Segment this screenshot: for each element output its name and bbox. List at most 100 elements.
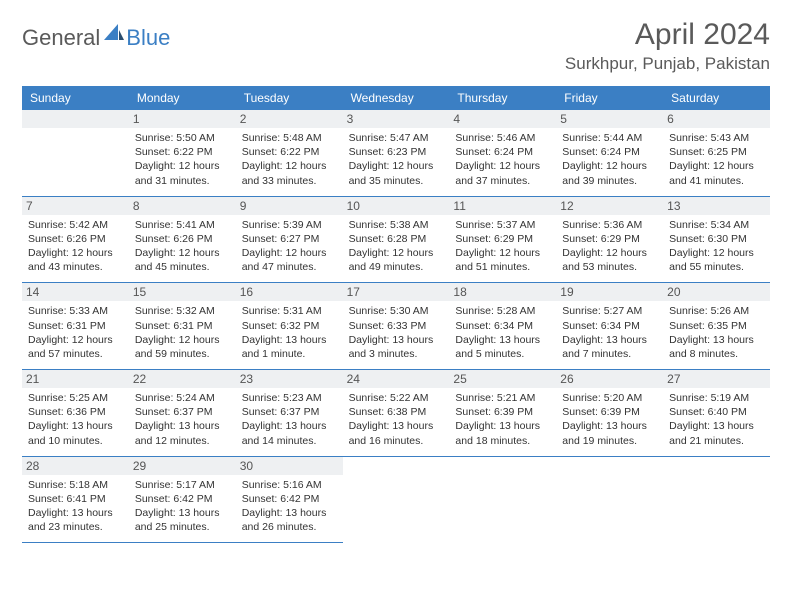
- day-number: 1: [129, 110, 236, 128]
- day-info: Sunrise: 5:19 AMSunset: 6:40 PMDaylight:…: [669, 391, 764, 448]
- calendar-cell: 24 Sunrise: 5:22 AMSunset: 6:38 PMDayligh…: [343, 370, 450, 457]
- day-info: Sunrise: 5:16 AMSunset: 6:42 PMDaylight:…: [242, 478, 337, 535]
- day-info: Sunrise: 5:28 AMSunset: 6:34 PMDaylight:…: [455, 304, 550, 361]
- day-info: Sunrise: 5:33 AMSunset: 6:31 PMDaylight:…: [28, 304, 123, 361]
- day-info: Sunrise: 5:34 AMSunset: 6:30 PMDaylight:…: [669, 218, 764, 275]
- calendar-cell: 28 Sunrise: 5:18 AMSunset: 6:41 PMDayligh…: [22, 457, 129, 544]
- day-number: 6: [663, 110, 770, 128]
- day-info: Sunrise: 5:37 AMSunset: 6:29 PMDaylight:…: [455, 218, 550, 275]
- day-number: 22: [129, 370, 236, 388]
- day-info: Sunrise: 5:20 AMSunset: 6:39 PMDaylight:…: [562, 391, 657, 448]
- day-number: 17: [343, 283, 450, 301]
- day-number: 19: [556, 283, 663, 301]
- day-info: Sunrise: 5:25 AMSunset: 6:36 PMDaylight:…: [28, 391, 123, 448]
- calendar-cell: [449, 457, 556, 544]
- day-number: 10: [343, 197, 450, 215]
- calendar-cell: 3 Sunrise: 5:47 AMSunset: 6:23 PMDaylight…: [343, 110, 450, 197]
- calendar-cell: 15 Sunrise: 5:32 AMSunset: 6:31 PMDayligh…: [129, 283, 236, 370]
- day-number: 8: [129, 197, 236, 215]
- day-info: Sunrise: 5:22 AMSunset: 6:38 PMDaylight:…: [349, 391, 444, 448]
- day-info: Sunrise: 5:18 AMSunset: 6:41 PMDaylight:…: [28, 478, 123, 535]
- day-number: 3: [343, 110, 450, 128]
- day-info: Sunrise: 5:23 AMSunset: 6:37 PMDaylight:…: [242, 391, 337, 448]
- header: General Blue April 2024 Surkhpur, Punjab…: [22, 18, 770, 74]
- day-info: Sunrise: 5:31 AMSunset: 6:32 PMDaylight:…: [242, 304, 337, 361]
- calendar-cell: 11Sunrise: 5:37 AMSunset: 6:29 PMDayligh…: [449, 197, 556, 284]
- title-block: April 2024 Surkhpur, Punjab, Pakistan: [565, 18, 770, 74]
- day-info: Sunrise: 5:30 AMSunset: 6:33 PMDaylight:…: [349, 304, 444, 361]
- location-label: Surkhpur, Punjab, Pakistan: [565, 54, 770, 74]
- calendar-cell: 25 Sunrise: 5:21 AMSunset: 6:39 PMDayligh…: [449, 370, 556, 457]
- day-number: 20: [663, 283, 770, 301]
- weekday-heading: Thursday: [449, 86, 556, 110]
- day-number-empty: [22, 110, 129, 128]
- weekday-heading: Wednesday: [343, 86, 450, 110]
- calendar-cell: 16 Sunrise: 5:31 AMSunset: 6:32 PMDayligh…: [236, 283, 343, 370]
- day-number: 18: [449, 283, 556, 301]
- day-info: Sunrise: 5:50 AMSunset: 6:22 PMDaylight:…: [135, 131, 230, 188]
- calendar-cell: 17 Sunrise: 5:30 AMSunset: 6:33 PMDayligh…: [343, 283, 450, 370]
- day-number: 28: [22, 457, 129, 475]
- weekday-heading: Friday: [556, 86, 663, 110]
- calendar-cell: 14 Sunrise: 5:33 AMSunset: 6:31 PMDayligh…: [22, 283, 129, 370]
- calendar-cell: 12 Sunrise: 5:36 AMSunset: 6:29 PMDayligh…: [556, 197, 663, 284]
- calendar-cell: 6 Sunrise: 5:43 AMSunset: 6:25 PMDaylight…: [663, 110, 770, 197]
- day-number: 7: [22, 197, 129, 215]
- calendar-cell: 19 Sunrise: 5:27 AMSunset: 6:34 PMDayligh…: [556, 283, 663, 370]
- calendar-header-row: Sunday Monday Tuesday Wednesday Thursday…: [22, 86, 770, 110]
- day-info: Sunrise: 5:39 AMSunset: 6:27 PMDaylight:…: [242, 218, 337, 275]
- calendar-cell: [556, 457, 663, 544]
- calendar-cell: [22, 110, 129, 197]
- day-number: 15: [129, 283, 236, 301]
- day-number: 27: [663, 370, 770, 388]
- day-info: Sunrise: 5:21 AMSunset: 6:39 PMDaylight:…: [455, 391, 550, 448]
- calendar-cell: 18 Sunrise: 5:28 AMSunset: 6:34 PMDayligh…: [449, 283, 556, 370]
- day-info: Sunrise: 5:44 AMSunset: 6:24 PMDaylight:…: [562, 131, 657, 188]
- calendar-cell: 9 Sunrise: 5:39 AMSunset: 6:27 PMDaylight…: [236, 197, 343, 284]
- logo-text-blue: Blue: [126, 25, 170, 51]
- calendar-cell: [343, 457, 450, 544]
- weekday-heading: Sunday: [22, 86, 129, 110]
- logo: General Blue: [22, 24, 170, 51]
- calendar-cell: 8 Sunrise: 5:41 AMSunset: 6:26 PMDaylight…: [129, 197, 236, 284]
- calendar-grid: 1 Sunrise: 5:50 AMSunset: 6:22 PMDaylight…: [22, 110, 770, 543]
- day-info: Sunrise: 5:24 AMSunset: 6:37 PMDaylight:…: [135, 391, 230, 448]
- day-info: Sunrise: 5:43 AMSunset: 6:25 PMDaylight:…: [669, 131, 764, 188]
- calendar-cell: 4 Sunrise: 5:46 AMSunset: 6:24 PMDaylight…: [449, 110, 556, 197]
- day-number: 9: [236, 197, 343, 215]
- calendar-cell: 20 Sunrise: 5:26 AMSunset: 6:35 PMDayligh…: [663, 283, 770, 370]
- day-number: 23: [236, 370, 343, 388]
- calendar-cell: 27 Sunrise: 5:19 AMSunset: 6:40 PMDayligh…: [663, 370, 770, 457]
- calendar-cell: 21Sunrise: 5:25 AMSunset: 6:36 PMDayligh…: [22, 370, 129, 457]
- day-info: Sunrise: 5:36 AMSunset: 6:29 PMDaylight:…: [562, 218, 657, 275]
- calendar-cell: 10Sunrise: 5:38 AMSunset: 6:28 PMDayligh…: [343, 197, 450, 284]
- day-number: 4: [449, 110, 556, 128]
- day-info: Sunrise: 5:27 AMSunset: 6:34 PMDaylight:…: [562, 304, 657, 361]
- weekday-heading: Monday: [129, 86, 236, 110]
- calendar-cell: 7Sunrise: 5:42 AMSunset: 6:26 PMDaylight…: [22, 197, 129, 284]
- day-info: Sunrise: 5:32 AMSunset: 6:31 PMDaylight:…: [135, 304, 230, 361]
- logo-sail-icon: [104, 24, 124, 47]
- day-number: 24: [343, 370, 450, 388]
- calendar-cell: 29 Sunrise: 5:17 AMSunset: 6:42 PMDayligh…: [129, 457, 236, 544]
- day-number: 16: [236, 283, 343, 301]
- day-number: 26: [556, 370, 663, 388]
- day-info: Sunrise: 5:46 AMSunset: 6:24 PMDaylight:…: [455, 131, 550, 188]
- page-title: April 2024: [565, 18, 770, 52]
- calendar-cell: 2Sunrise: 5:48 AMSunset: 6:22 PMDaylight…: [236, 110, 343, 197]
- calendar-cell: 13 Sunrise: 5:34 AMSunset: 6:30 PMDayligh…: [663, 197, 770, 284]
- calendar-cell: 30Sunrise: 5:16 AMSunset: 6:42 PMDayligh…: [236, 457, 343, 544]
- day-number: 29: [129, 457, 236, 475]
- day-info: Sunrise: 5:47 AMSunset: 6:23 PMDaylight:…: [349, 131, 444, 188]
- calendar-cell: 23 Sunrise: 5:23 AMSunset: 6:37 PMDayligh…: [236, 370, 343, 457]
- day-number: 14: [22, 283, 129, 301]
- day-number: 13: [663, 197, 770, 215]
- calendar-cell: 1 Sunrise: 5:50 AMSunset: 6:22 PMDaylight…: [129, 110, 236, 197]
- day-info: Sunrise: 5:41 AMSunset: 6:26 PMDaylight:…: [135, 218, 230, 275]
- day-info: Sunrise: 5:17 AMSunset: 6:42 PMDaylight:…: [135, 478, 230, 535]
- day-info: Sunrise: 5:48 AMSunset: 6:22 PMDaylight:…: [242, 131, 337, 188]
- day-info: Sunrise: 5:26 AMSunset: 6:35 PMDaylight:…: [669, 304, 764, 361]
- day-number: 25: [449, 370, 556, 388]
- day-number: 12: [556, 197, 663, 215]
- calendar-cell: [663, 457, 770, 544]
